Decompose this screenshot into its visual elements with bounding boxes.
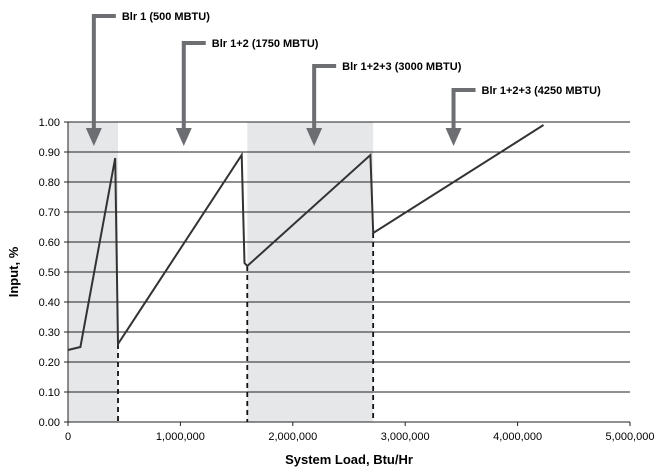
annotation-2: Blr 1+2 (1750 MBTU) — [175, 38, 319, 146]
x-tick-label-3: 3,000,000 — [381, 431, 430, 443]
y-tick-label-6: 0.60 — [39, 237, 60, 249]
y-tick-label-3: 0.30 — [39, 327, 60, 339]
series-lines — [67, 124, 545, 351]
grid-lines — [68, 121, 630, 393]
annotation-4-label: Blr 1+2+3 (4250 MBTU) — [482, 85, 602, 97]
x-axis-title: System Load, Btu/Hr — [285, 452, 413, 467]
y-tick-label-10: 1.00 — [39, 117, 60, 129]
annotations: Blr 1 (500 MBTU) Blr 1+2 (1750 MBTU) Blr 1… — [85, 11, 602, 146]
x-tick-label-5: 5,000,000 — [606, 431, 655, 443]
y-tick-label-5: 0.50 — [39, 267, 60, 279]
y-axis-title: Input, % — [6, 246, 21, 297]
x-tick-label-4: 4,000,000 — [493, 431, 542, 443]
annotation-1-label: Blr 1 (500 MBTU) — [122, 11, 210, 23]
y-tick-label-0: 0.00 — [39, 417, 60, 429]
annotation-2-label: Blr 1+2 (1750 MBTU) — [212, 38, 319, 50]
annotation-3-arrowhead — [306, 128, 323, 146]
x-tick-label-1: 1,000,000 — [156, 431, 205, 443]
tick-labels: 0.00 0.10 0.20 0.30 0.40 0.50 0.60 0.70 0.80 0.90… — [39, 117, 655, 443]
annotation-3: Blr 1+2+3 (3000 MBTU) — [306, 61, 462, 146]
annotation-4: Blr 1+2+3 (4250 MBTU) — [445, 85, 602, 146]
axes — [64, 121, 631, 426]
x-tick-label-2: 2,000,000 — [268, 431, 317, 443]
y-tick-label-4: 0.40 — [39, 297, 60, 309]
y-tick-label-2: 0.20 — [39, 357, 60, 369]
dashed-transition-lines — [117, 233, 375, 422]
series-line-1 — [67, 124, 545, 351]
annotation-2-arrowhead — [175, 128, 192, 146]
annotation-4-arrowhead — [445, 128, 462, 146]
annotation-3-label: Blr 1+2+3 (3000 MBTU) — [342, 61, 462, 73]
y-tick-label-1: 0.10 — [39, 387, 60, 399]
y-tick-label-7: 0.70 — [39, 207, 60, 219]
annotation-1: Blr 1 (500 MBTU) — [85, 11, 210, 146]
y-tick-label-9: 0.90 — [39, 147, 60, 159]
y-tick-label-8: 0.80 — [39, 177, 60, 189]
annotation-1-arrowhead — [85, 128, 102, 146]
x-tick-label-0: 0 — [65, 431, 71, 443]
